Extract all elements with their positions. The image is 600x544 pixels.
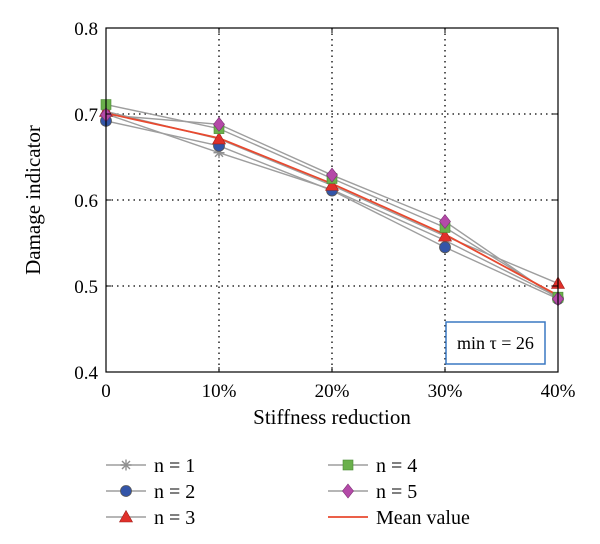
tick-labels: 0 10% 20% 30% 40% 0.4 0.5 0.6 0.7 0.8 [74,19,575,402]
legend: n = 1 n = 2 n = 3 n = 4 n = 5 Mean value [106,455,470,529]
x-tick-label: 30% [428,381,463,402]
y-axis-label: Damage indicator [21,125,45,275]
y-tick-label: 0.6 [74,191,98,212]
x-axis-label: Stiffness reduction [253,405,411,429]
y-tick-label: 0.7 [74,105,98,126]
legend-label: n = 2 [154,481,195,503]
circle-marker [120,485,132,497]
triangle-marker [324,178,340,191]
legend-label: n = 3 [154,507,195,529]
triangle-marker [118,509,134,523]
legend-item: n = 5 [328,481,417,503]
series-n1 [105,113,559,298]
y-tick-label: 0.8 [74,19,98,40]
y-tick-label: 0.4 [74,363,98,384]
series-markers [100,107,564,307]
series-markers [100,108,564,303]
legend-item: n = 4 [328,455,417,477]
annotation-frame [445,321,546,365]
diamond-marker [342,483,354,499]
series-markers [98,104,566,289]
x-tick-label: 20% [315,381,350,402]
y-tick-label: 0.5 [74,277,98,298]
triangle-marker [437,229,453,242]
triangle-marker [211,131,227,145]
x-tick-label: 40% [541,381,576,402]
legend-item: n = 2 [106,481,195,503]
legend-label: n = 1 [154,455,195,477]
square-marker [342,459,354,471]
annotation-text: min τ = 26 [457,333,534,353]
diamond-marker [439,214,451,229]
diamond-marker [213,116,225,132]
legend-label: Mean value [376,507,470,529]
legend-label: n = 5 [376,481,417,503]
circle-marker [439,241,451,254]
star-marker [120,459,132,471]
series-group [98,99,566,307]
diamond-marker [326,167,338,183]
grid-lines [106,28,558,372]
x-tick-label: 0 [101,381,111,402]
legend-item: Mean value [328,507,470,529]
series-markers [100,99,564,303]
legend-item: n = 3 [106,507,195,529]
legend-label: n = 4 [376,455,417,477]
x-tick-label: 10% [202,381,237,402]
series-line [105,113,559,298]
annotation-box: min τ = 26 [445,321,546,365]
legend-item: n = 1 [106,455,195,477]
